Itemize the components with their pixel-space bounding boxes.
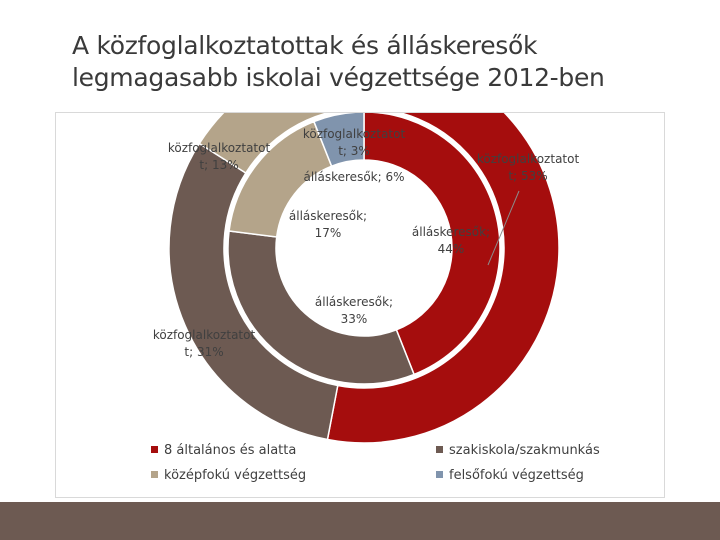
outer-label-leader-1 (487, 190, 520, 266)
legend-label-1: 8 általános és alatta (164, 443, 296, 458)
slide-title: A közfoglalkoztatottak és álláskeresők l… (72, 30, 692, 94)
outer-data-label-2-line-1: közfoglalkoztatot (153, 328, 256, 342)
inner-data-label-2-line-1: álláskeresők; (315, 295, 393, 309)
inner-data-label-1-line-1: álláskeresők; (412, 225, 490, 239)
chart-frame: közfoglalkoztatot t; 53% közfoglalkoztatot… (55, 52, 665, 498)
inner-data-label-4-line-1: álláskeresők; 6% (303, 170, 404, 184)
legend-swatch-2 (436, 446, 443, 453)
inner-ring-slice-4 (312, 111, 365, 168)
outer-data-label-4-line-2: t; 3% (338, 144, 370, 158)
slide-title-line-1: A közfoglalkoztatottak és álláskeresők (72, 31, 538, 60)
doughnut-chart: közfoglalkoztatot t; 53%közfoglalkoztatot… (151, 52, 600, 483)
inner-data-label-3: álláskeresők; 17% (289, 209, 367, 240)
chart-data-labels: közfoglalkoztatot t; 53%közfoglalkoztatot… (153, 127, 580, 359)
chart-leader-lines (487, 190, 520, 266)
inner-data-label-3-line-2: 17% (315, 226, 342, 240)
footer-bar (0, 502, 720, 540)
outer-data-label-1-line-2: t; 53% (508, 169, 547, 183)
legend-item-1: 8 általános és alatta (151, 443, 296, 458)
slide-title-line-2: legmagasabb iskolai végzettsége 2012-ben (72, 63, 605, 92)
chart-legend: 8 általános és alatta szakiskola/szakmunk… (151, 443, 600, 483)
outer-data-label-4: közfoglalkoztatot t; 3% (303, 127, 406, 158)
inner-data-label-2-line-2: 33% (341, 312, 368, 326)
outer-ring-slice-2 (168, 142, 339, 441)
legend-item-2: szakiskola/szakmunkás (436, 443, 600, 458)
outer-data-label-3-line-1: közfoglalkoztatot (168, 141, 271, 155)
inner-data-label-2: álláskeresők; 33% (315, 295, 393, 326)
legend-label-3: középfokú végzettség (164, 468, 306, 483)
legend-swatch-4 (436, 471, 443, 478)
outer-data-label-1: közfoglalkoztatot t; 53% (477, 152, 580, 183)
outer-data-label-1-line-1: közfoglalkoztatot (477, 152, 580, 166)
outer-data-label-2-line-2: t; 31% (184, 345, 223, 359)
legend-swatch-3 (151, 471, 158, 478)
outer-data-label-2: közfoglalkoztatot t; 31% (153, 328, 256, 359)
legend-item-3: középfokú végzettség (151, 468, 306, 483)
outer-data-label-3-line-2: t; 13% (199, 158, 238, 172)
inner-ring-slice-2 (227, 230, 416, 385)
outer-data-label-3: közfoglalkoztatot t; 13% (168, 141, 271, 172)
inner-data-label-4: álláskeresők; 6% (303, 170, 404, 184)
legend-swatch-1 (151, 446, 158, 453)
legend-item-4: felsőfokú végzettség (436, 468, 584, 483)
chart-rings (168, 52, 560, 444)
inner-data-label-1: álláskeresők; 44% (412, 225, 490, 256)
legend-label-4: felsőfokú végzettség (449, 468, 584, 483)
inner-ring-slice-1 (363, 111, 501, 376)
outer-ring-slice-1 (326, 52, 560, 444)
legend-label-2: szakiskola/szakmunkás (449, 443, 600, 458)
outer-data-label-4-line-1: közfoglalkoztatot (303, 127, 406, 141)
inner-data-label-3-line-1: álláskeresők; (289, 209, 367, 223)
inner-data-label-1-line-2: 44% (438, 242, 465, 256)
